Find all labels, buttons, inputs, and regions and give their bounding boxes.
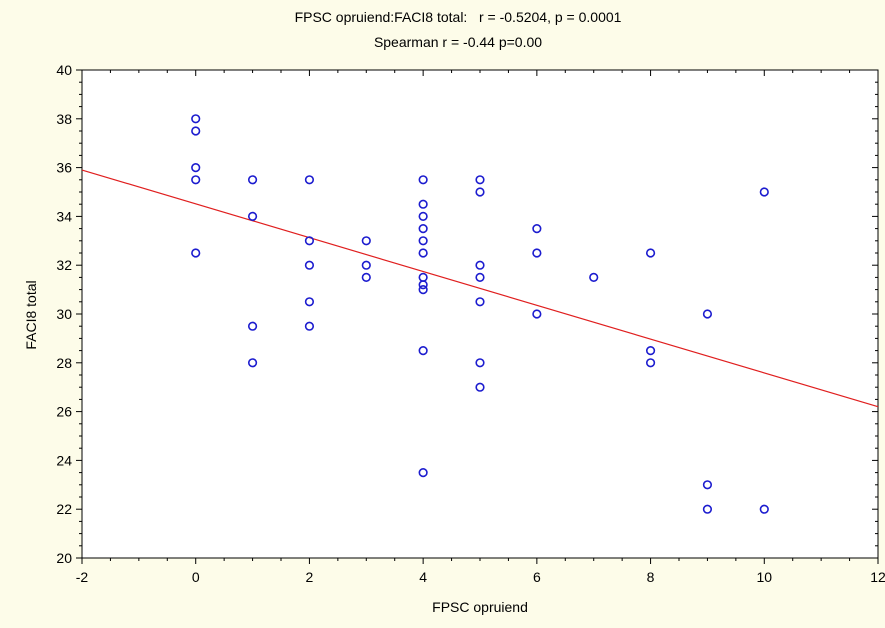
x-tick-label: 6 [533,569,541,585]
data-point [304,297,315,307]
data-point [418,346,428,356]
data-point [589,272,599,283]
data-point [475,382,485,392]
plot-area [81,69,879,559]
x-tick-label: 4 [419,569,427,585]
data-point [532,309,542,319]
data-point [475,297,485,307]
y-tick-label: 30 [56,306,72,322]
data-points [191,114,769,514]
data-point [361,236,371,246]
data-point [418,280,428,290]
data-point [418,175,428,185]
data-point [702,480,713,490]
data-point [759,504,769,514]
data-point [191,126,201,136]
data-point [247,175,258,185]
data-point [418,285,428,295]
data-point [645,248,656,258]
data-point [645,346,656,356]
y-tick-label: 20 [56,550,72,566]
data-point [702,309,713,319]
x-tick-label: 12 [870,569,885,585]
data-point [418,224,428,234]
chart-title: FPSC opruiend:FACI8 total: r = -0.5204, … [295,9,622,25]
chart-subtitle: Spearman r = -0.44 p=0.00 [374,34,542,50]
x-tick-label: -2 [76,569,89,585]
data-point [191,248,201,258]
data-point [191,114,201,124]
data-point [247,321,258,331]
data-point [702,504,713,514]
data-point [475,187,485,197]
data-point [418,248,428,258]
data-point [304,236,315,246]
y-tick-label: 24 [56,452,72,468]
y-tick-label: 26 [56,404,72,420]
y-tick-label: 22 [56,501,72,517]
x-tick-label: 8 [647,569,655,585]
data-point [361,272,371,283]
data-point [304,321,315,331]
data-point [304,260,315,270]
y-tick-label: 36 [56,160,72,176]
x-tick-label: 0 [192,569,200,585]
data-point [475,272,485,283]
x-axis-label: FPSC opruiend [432,599,528,615]
data-point [191,163,201,173]
data-point [475,358,485,368]
y-axis-label: FACI8 total [23,280,39,349]
data-point [361,260,371,270]
data-point [475,175,485,185]
data-point [418,199,428,209]
data-point [304,175,315,185]
data-point [191,175,201,185]
data-point [645,358,656,368]
y-tick-label: 28 [56,355,72,371]
regression-layer [81,169,879,408]
y-tick-label: 38 [56,111,72,127]
data-point [418,211,428,221]
data-point [532,248,542,258]
regression-line [81,169,879,408]
data-point [247,211,258,221]
data-point [532,224,542,234]
data-point [759,187,769,197]
data-point [418,468,428,478]
data-point [475,260,485,270]
x-tick-label: 2 [306,569,314,585]
data-point [247,358,258,368]
y-tick-label: 40 [56,62,72,78]
y-tick-label: 34 [56,208,72,224]
y-tick-label: 32 [56,257,72,273]
data-point [418,236,428,246]
x-tick-label: 10 [756,569,772,585]
